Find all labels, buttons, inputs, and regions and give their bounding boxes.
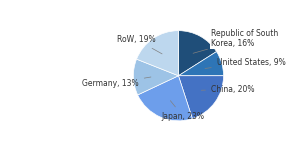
- Wedge shape: [134, 59, 178, 95]
- Wedge shape: [178, 76, 224, 119]
- Wedge shape: [178, 31, 217, 76]
- Text: China, 20%: China, 20%: [201, 85, 254, 94]
- Text: RoW, 19%: RoW, 19%: [117, 35, 162, 54]
- Text: United States, 9%: United States, 9%: [205, 58, 286, 68]
- Wedge shape: [136, 31, 178, 76]
- Text: Republic of South
Korea, 16%: Republic of South Korea, 16%: [193, 29, 278, 53]
- Wedge shape: [138, 76, 192, 121]
- Text: Germany, 13%: Germany, 13%: [82, 77, 151, 88]
- Wedge shape: [178, 52, 224, 76]
- Text: Japan, 23%: Japan, 23%: [161, 101, 205, 121]
